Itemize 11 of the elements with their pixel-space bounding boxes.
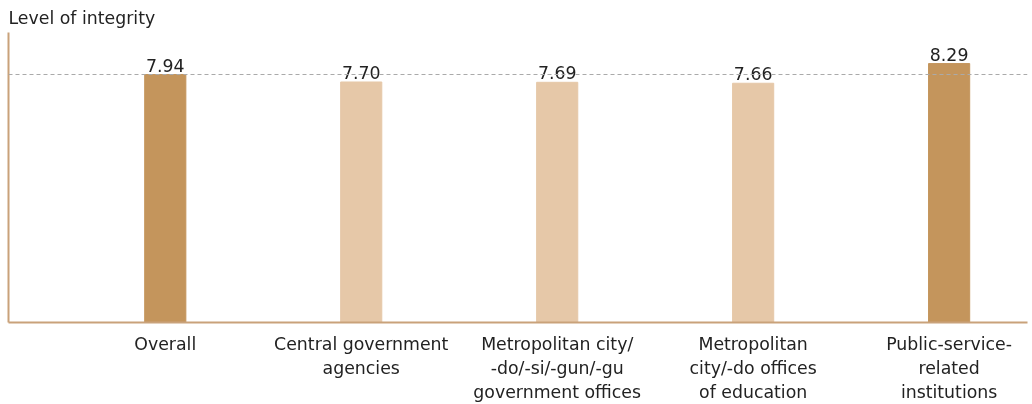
data-label: 8.29 — [929, 44, 969, 65]
data-label: 7.66 — [733, 64, 773, 85]
text: Level of integrity — [8, 7, 156, 28]
x-tick-label: Metropolitan city/-do offices of education — [689, 333, 817, 402]
data-label: 7.69 — [537, 63, 577, 84]
x-tick-label: Metropolitan city/-do/-si/-gun/-gu government offices — [473, 333, 642, 402]
x-tick-label: Central government agencies — [274, 333, 449, 378]
data-label: 7.70 — [341, 63, 381, 83]
data-label: 7.94 — [145, 55, 185, 76]
x-tick-label: Overall — [134, 333, 197, 354]
x-tick-label: Public-service-related institutions — [886, 333, 1013, 402]
